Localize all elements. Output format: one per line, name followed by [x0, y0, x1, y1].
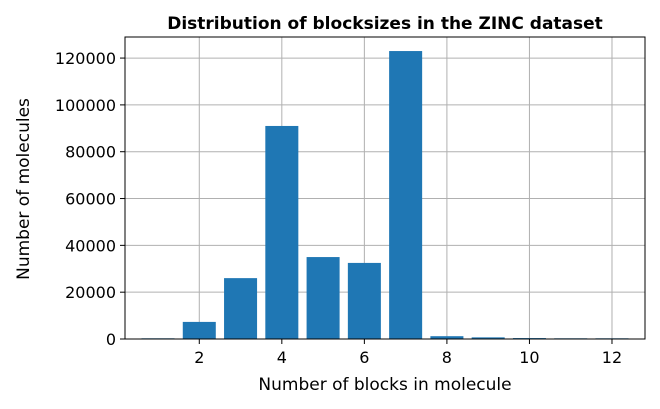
plot-frame — [124, 36, 646, 340]
bar — [224, 278, 258, 339]
y-tick-label: 120000 — [55, 49, 116, 68]
grid-lines — [125, 37, 645, 340]
y-tick-label: 0 — [106, 330, 116, 349]
y-tick-label: 40000 — [65, 236, 116, 255]
y-tick-label: 100000 — [55, 96, 116, 115]
bar — [182, 321, 216, 339]
bar — [389, 51, 423, 340]
x-axis-label: Number of blocks in molecule — [258, 375, 511, 395]
x-tick-label: 4 — [277, 348, 287, 367]
y-tick-label: 80000 — [65, 143, 116, 162]
y-tick-label: 20000 — [65, 283, 116, 302]
y-axis-ticks: 0 20000 40000 60000 80000 100000 120000 — [55, 49, 125, 349]
y-tick-label: 60000 — [65, 190, 116, 209]
bar — [265, 125, 299, 339]
bar — [306, 257, 340, 339]
x-tick-label: 2 — [194, 348, 204, 367]
x-tick-label: 10 — [519, 348, 539, 367]
bar — [347, 262, 381, 339]
y-axis-label: Number of molecules — [14, 98, 34, 280]
x-axis-ticks: 2 4 6 8 10 12 — [194, 339, 622, 367]
x-tick-label: 8 — [442, 348, 452, 367]
bars — [141, 51, 629, 340]
x-tick-label: 12 — [602, 348, 622, 367]
x-tick-label: 6 — [359, 348, 369, 367]
chart-title: Distribution of blocksizes in the ZINC d… — [167, 14, 603, 34]
bar — [430, 336, 464, 339]
bar — [471, 337, 505, 339]
